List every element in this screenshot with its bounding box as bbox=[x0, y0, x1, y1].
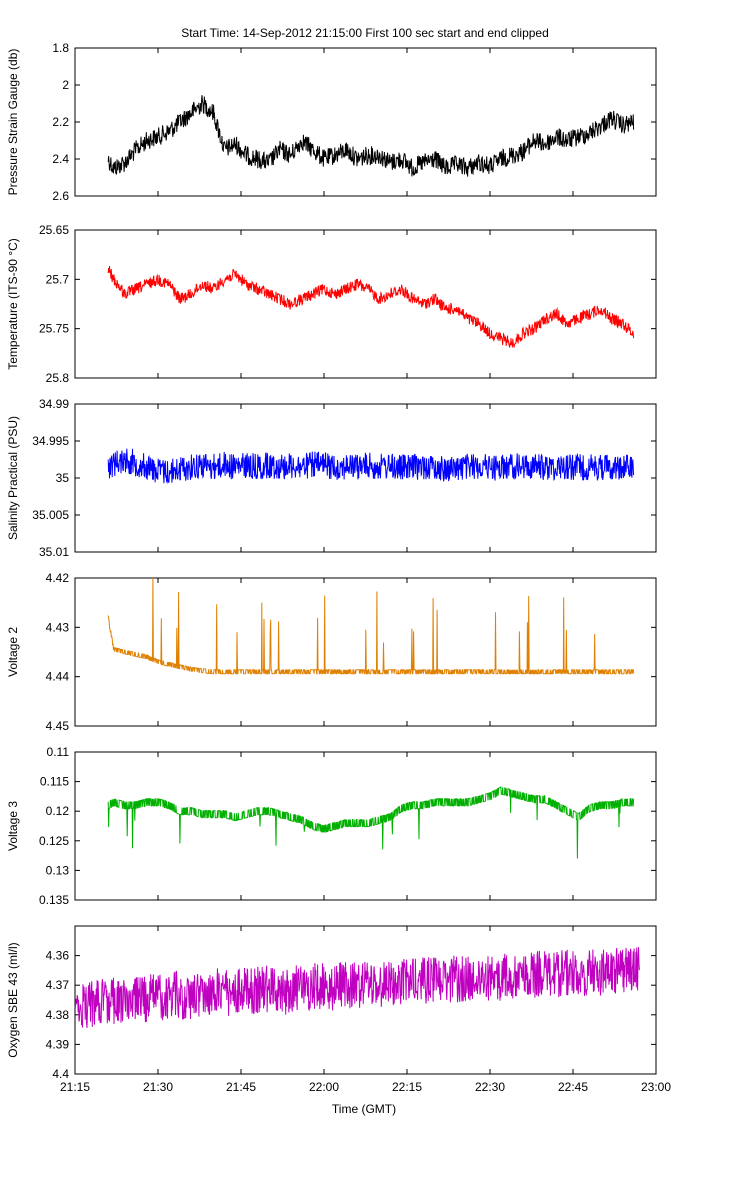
x-tick-label: 21:30 bbox=[143, 1080, 173, 1094]
y-tick-label: 4.42 bbox=[46, 571, 70, 585]
y-tick-label: 4.39 bbox=[46, 1037, 70, 1051]
y-tick-label: 4.43 bbox=[46, 620, 70, 634]
y-tick-label: 2.6 bbox=[52, 189, 69, 203]
y-axis-label: Voltage 2 bbox=[6, 627, 20, 677]
y-tick-label: 35.005 bbox=[32, 508, 69, 522]
y-tick-label: 4.45 bbox=[46, 719, 70, 733]
y-tick-label: 4.37 bbox=[46, 978, 70, 992]
series-line bbox=[107, 786, 635, 859]
x-tick-label: 22:30 bbox=[475, 1080, 505, 1094]
y-tick-label: 25.8 bbox=[46, 371, 70, 385]
y-tick-label: 4.4 bbox=[52, 1067, 69, 1081]
x-tick-label: 21:15 bbox=[60, 1080, 90, 1094]
y-tick-label: 35.01 bbox=[39, 545, 69, 559]
y-tick-label: 1.8 bbox=[52, 41, 69, 55]
panel-6: 4.36 4.37 4.38 4.39 4.421:15 21:30 21:45 22:00 2… bbox=[6, 925, 671, 1094]
y-tick-label: 2 bbox=[62, 78, 69, 92]
series-line bbox=[107, 448, 635, 484]
panel-3: 34.99 34.995 35 35.005 35.01 Salinity Practic… bbox=[6, 397, 657, 559]
figure-title: Start Time: 14-Sep-2012 21:15:00 First 1… bbox=[181, 26, 549, 40]
y-tick-label: 0.115 bbox=[40, 775, 69, 789]
x-tick-label: 22:00 bbox=[309, 1080, 339, 1094]
y-tick-label: 0.12 bbox=[46, 804, 70, 818]
panel-frame bbox=[74, 577, 657, 727]
y-tick-label: 4.38 bbox=[46, 1008, 70, 1022]
series-line bbox=[107, 265, 635, 348]
series-line bbox=[107, 95, 635, 177]
y-tick-label: 4.44 bbox=[46, 670, 70, 684]
panel-frame bbox=[74, 925, 657, 1075]
y-tick-label: 2.2 bbox=[52, 115, 69, 129]
x-tick-label: 22:45 bbox=[558, 1080, 588, 1094]
panel-4: 4.42 4.43 4.44 4.45 Voltage 2 bbox=[6, 571, 657, 733]
series-line bbox=[107, 577, 635, 675]
x-tick-label: 21:45 bbox=[226, 1080, 256, 1094]
x-axis-label: Time (GMT) bbox=[332, 1102, 396, 1116]
y-tick-label: 25.65 bbox=[39, 223, 69, 237]
y-tick-label: 25.75 bbox=[39, 322, 69, 336]
y-tick-label: 0.11 bbox=[47, 745, 70, 759]
series-line bbox=[74, 947, 640, 1028]
panel-frame bbox=[74, 403, 657, 553]
y-tick-label: 0.125 bbox=[39, 834, 69, 848]
panel-frame bbox=[74, 229, 657, 379]
y-axis-label: Temperature (ITS-90 °C) bbox=[6, 238, 20, 370]
y-tick-label: 25.7 bbox=[46, 272, 70, 286]
y-tick-label: 34.99 bbox=[39, 397, 69, 411]
y-tick-label: 2.4 bbox=[52, 152, 69, 166]
panel-frame bbox=[74, 47, 657, 197]
panel-1: 1.8 2 2.2 2.4 2.6 Pressure Strain Gauge (db) bbox=[6, 41, 657, 203]
panel-frame bbox=[74, 751, 657, 901]
y-tick-label: 34.995 bbox=[32, 434, 69, 448]
y-axis-label: Salinity Practical (PSU) bbox=[6, 416, 20, 540]
panel-5: 0.11 0.115 0.12 0.125 0.13 0.135 Voltage 3 bbox=[6, 745, 657, 907]
y-axis-label: Voltage 3 bbox=[6, 801, 20, 851]
y-axis-label: Oxygen SBE 43 (ml/l) bbox=[6, 942, 20, 1057]
x-tick-label: 22:15 bbox=[392, 1080, 422, 1094]
y-tick-label: 35 bbox=[56, 471, 70, 485]
y-tick-label: 4.36 bbox=[46, 949, 70, 963]
y-tick-label: 0.13 bbox=[46, 863, 70, 877]
x-tick-label: 23:00 bbox=[641, 1080, 671, 1094]
y-tick-label: 0.135 bbox=[39, 893, 69, 907]
panels-group: 1.8 2 2.2 2.4 2.6 Pressure Strain Gauge (db) 2… bbox=[6, 41, 671, 1094]
y-axis-label: Pressure Strain Gauge (db) bbox=[6, 49, 20, 196]
panel-2: 25.65 25.7 25.75 25.8 Temperature (ITS-90 °C… bbox=[6, 223, 657, 385]
